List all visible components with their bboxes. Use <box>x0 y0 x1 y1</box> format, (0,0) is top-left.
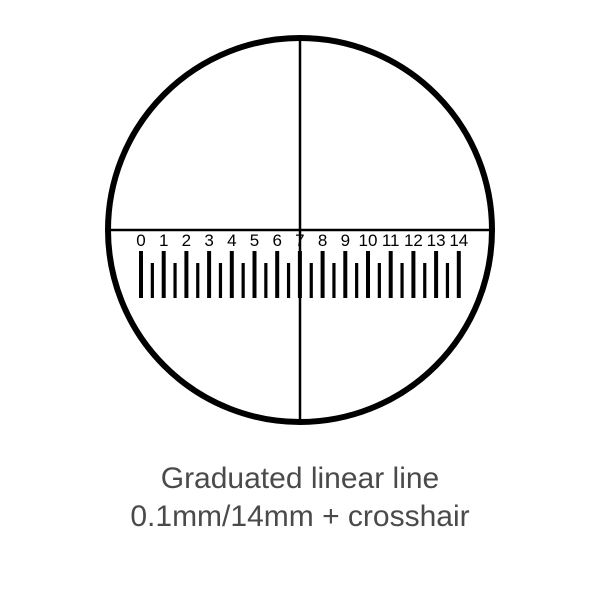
reticle-diagram: 01234567891011121314 <box>100 30 500 430</box>
svg-text:0: 0 <box>136 231 145 250</box>
svg-text:12: 12 <box>404 231 423 250</box>
svg-text:5: 5 <box>250 231 259 250</box>
svg-text:6: 6 <box>272 231 281 250</box>
svg-text:10: 10 <box>359 231 378 250</box>
svg-text:4: 4 <box>227 231 236 250</box>
svg-text:14: 14 <box>449 231 468 250</box>
svg-text:3: 3 <box>204 231 213 250</box>
caption-line-2: 0.1mm/14mm + crosshair <box>0 498 600 536</box>
caption: Graduated linear line 0.1mm/14mm + cross… <box>0 460 600 535</box>
svg-text:8: 8 <box>318 231 327 250</box>
svg-text:13: 13 <box>427 231 446 250</box>
svg-text:11: 11 <box>382 231 400 250</box>
figure-container: 01234567891011121314 Graduated linear li… <box>0 0 600 600</box>
svg-text:9: 9 <box>341 231 350 250</box>
caption-line-1: Graduated linear line <box>0 460 600 498</box>
svg-text:1: 1 <box>159 231 168 250</box>
svg-text:7: 7 <box>295 231 304 250</box>
svg-text:2: 2 <box>182 231 191 250</box>
